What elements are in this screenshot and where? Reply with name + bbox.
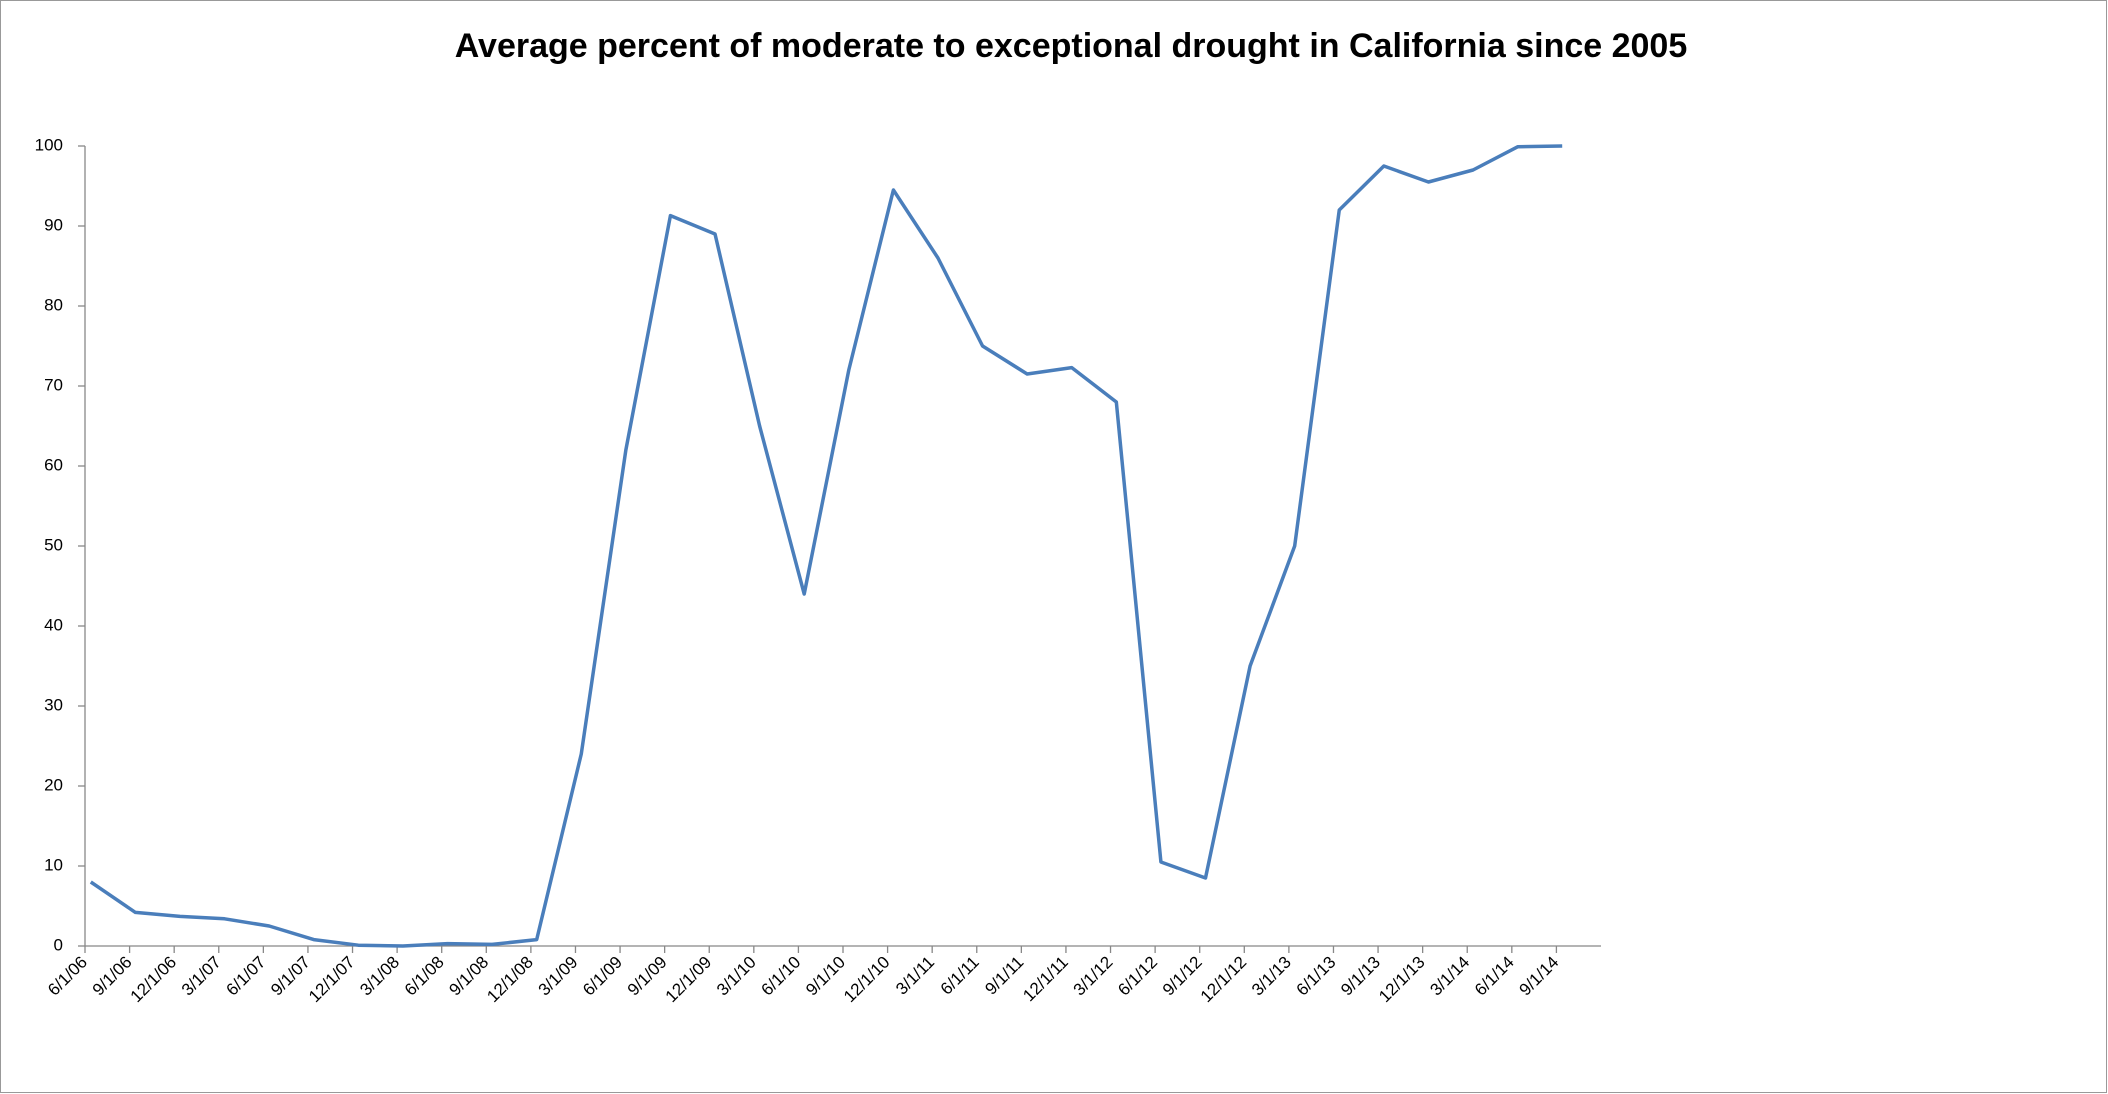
y-tick-label: 20 [44, 775, 63, 794]
chart-title: Average percent of moderate to exception… [455, 27, 1688, 65]
y-tick-label: 70 [44, 375, 63, 394]
y-tick-label: 60 [44, 455, 63, 474]
y-tick-label: 80 [44, 295, 63, 314]
y-tick-label: 0 [54, 935, 63, 954]
y-tick-label: 40 [44, 615, 63, 634]
data-line [89, 144, 1563, 948]
y-tick-label: 30 [44, 695, 63, 714]
y-tick-label: 90 [44, 215, 63, 234]
y-tick-label: 10 [44, 855, 63, 874]
y-tick-label: 50 [44, 535, 63, 554]
y-tick-label: 100 [35, 135, 63, 154]
